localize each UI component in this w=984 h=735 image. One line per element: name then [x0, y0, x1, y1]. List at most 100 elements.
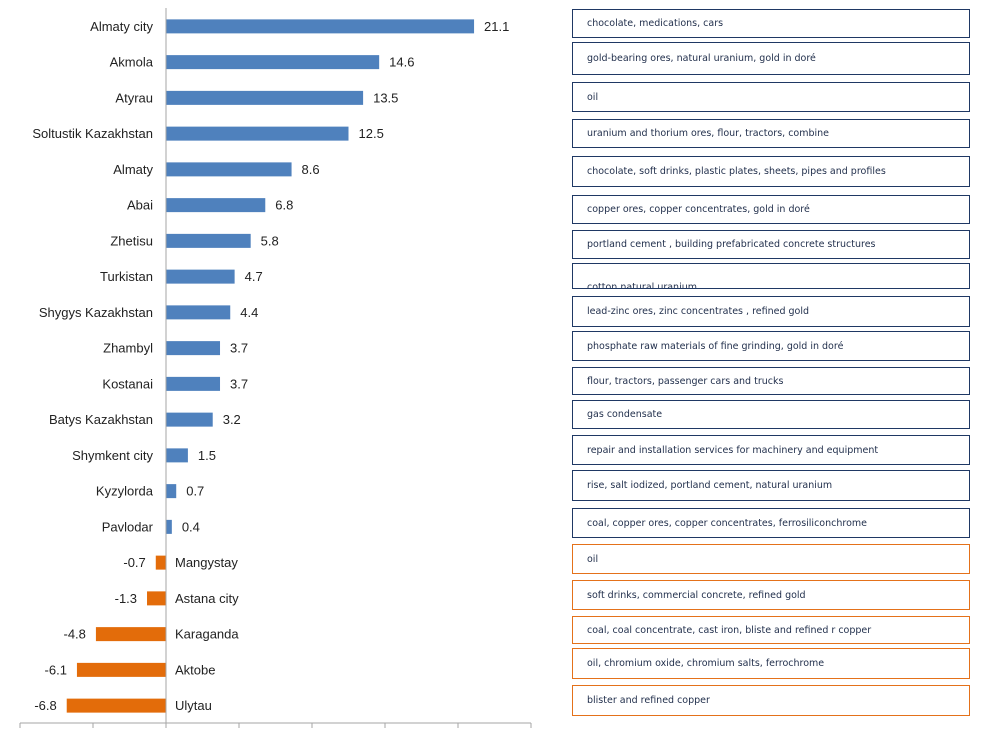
category-label: Aktobe — [175, 662, 215, 677]
annotation-box: coal, coal concentrate, cast iron, blist… — [572, 616, 970, 644]
category-label: Soltustik Kazakhstan — [32, 126, 153, 141]
bar — [166, 55, 380, 70]
annotation-text: soft drinks, commercial concrete, refine… — [587, 589, 806, 601]
category-label: Mangystay — [175, 555, 238, 570]
annotation-box: coal, copper ores, copper concentrates, … — [572, 508, 970, 538]
annotation-text: uranium and thorium ores, flour, tractor… — [587, 128, 830, 139]
category-label: Shymkent city — [72, 448, 153, 463]
annotation-box: uranium and thorium ores, flour, tractor… — [572, 119, 970, 148]
annotation-box: lead-zinc ores, zinc concentrates , refi… — [572, 296, 970, 327]
bar — [166, 19, 475, 34]
category-label: Turkistan — [100, 269, 153, 284]
value-label: 0.7 — [186, 484, 204, 499]
value-label: -1.3 — [115, 591, 137, 606]
category-label: Shygys Kazakhstan — [39, 305, 153, 320]
annotation-box: chocolate, soft drinks, plastic plates, … — [572, 156, 970, 187]
bar — [166, 305, 231, 320]
category-label: Pavlodar — [102, 519, 154, 534]
bar — [166, 233, 251, 248]
value-label: 4.7 — [245, 269, 263, 284]
value-label: 8.6 — [302, 162, 320, 177]
bar — [166, 162, 292, 177]
bar — [66, 698, 166, 713]
annotation-text: cotton natural uranium — [587, 282, 697, 289]
bar — [166, 484, 177, 499]
annotation-text: chocolate, medications, cars — [587, 18, 724, 29]
value-label: 0.4 — [182, 519, 200, 534]
value-label: 21.1 — [484, 19, 509, 34]
annotation-box: repair and installation services for mac… — [572, 435, 970, 465]
category-label: Almaty city — [90, 19, 153, 34]
value-label: 6.8 — [275, 198, 293, 213]
value-label: -0.7 — [123, 555, 145, 570]
annotation-text: oil — [587, 91, 599, 103]
annotation-text: coal, copper ores, copper concentrates, … — [587, 517, 867, 529]
annotation-text: chocolate, soft drinks, plastic plates, … — [587, 166, 886, 177]
value-label: 3.2 — [223, 412, 241, 427]
bar — [166, 376, 221, 391]
value-label: 14.6 — [389, 55, 414, 70]
annotation-text: portland cement , building prefabricated… — [587, 239, 876, 250]
annotation-text: repair and installation services for mac… — [587, 444, 879, 456]
value-label: 13.5 — [373, 90, 398, 105]
bar — [166, 448, 188, 463]
bar — [166, 198, 266, 213]
bar — [166, 90, 364, 105]
annotation-box: oil, chromium oxide, chromium salts, fer… — [572, 648, 970, 679]
value-label: 3.7 — [230, 376, 248, 391]
category-label: Karaganda — [175, 627, 239, 642]
bar — [166, 126, 349, 141]
value-label: 12.5 — [359, 126, 384, 141]
annotation-box: portland cement , building prefabricated… — [572, 230, 970, 259]
category-label: Batys Kazakhstan — [49, 412, 153, 427]
bar — [95, 627, 166, 642]
value-label: -6.1 — [45, 662, 67, 677]
value-label: -6.8 — [34, 698, 56, 713]
bar — [166, 519, 172, 534]
annotation-text: blister and refined copper — [587, 695, 710, 706]
annotation-box: copper ores, copper concentrates, gold i… — [572, 195, 970, 224]
category-label: Kostanai — [102, 376, 153, 391]
category-label: Ulytau — [175, 698, 212, 713]
annotation-box: flour, tractors, passenger cars and truc… — [572, 367, 970, 395]
category-label: Zhambyl — [103, 341, 153, 356]
annotation-box: blister and refined copper — [572, 685, 970, 716]
annotation-text: oil, chromium oxide, chromium salts, fer… — [587, 658, 825, 669]
value-label: 5.8 — [261, 233, 279, 248]
annotation-box: phosphate raw materials of fine grinding… — [572, 331, 970, 361]
bar — [166, 341, 221, 356]
annotation-text: rise, salt iodized, portland cement, nat… — [587, 480, 833, 491]
annotation-text: phosphate raw materials of fine grinding… — [587, 340, 844, 352]
annotation-box: chocolate, medications, cars — [572, 9, 970, 38]
category-label: Almaty — [113, 162, 153, 177]
annotation-box: gas condensate — [572, 400, 970, 429]
value-label: 1.5 — [198, 448, 216, 463]
bar — [166, 412, 213, 427]
annotation-box: soft drinks, commercial concrete, refine… — [572, 580, 970, 610]
category-label: Abai — [127, 198, 153, 213]
category-label: Kyzylorda — [96, 484, 154, 499]
category-label: Atyrau — [115, 90, 153, 105]
bar — [147, 591, 166, 606]
category-label: Astana city — [175, 591, 239, 606]
category-label: Zhetisu — [110, 233, 153, 248]
annotation-text: lead-zinc ores, zinc concentrates , refi… — [587, 306, 810, 317]
bar — [155, 555, 166, 570]
category-label: Akmola — [110, 55, 154, 70]
value-label: 4.4 — [240, 305, 258, 320]
annotation-text: flour, tractors, passenger cars and truc… — [587, 375, 784, 387]
value-label: -4.8 — [64, 627, 86, 642]
annotation-text: oil — [587, 553, 599, 565]
annotation-box: oil — [572, 82, 970, 112]
annotation-box: gold-bearing ores, natural uranium, gold… — [572, 42, 970, 75]
value-label: 3.7 — [230, 341, 248, 356]
bar — [76, 662, 166, 677]
annotation-text: coal, coal concentrate, cast iron, blist… — [587, 624, 872, 636]
annotation-box: cotton natural uranium — [572, 263, 970, 289]
annotation-text: gas condensate — [587, 409, 663, 420]
annotation-text: copper ores, copper concentrates, gold i… — [587, 204, 810, 215]
annotation-box: oil — [572, 544, 970, 574]
annotation-box: rise, salt iodized, portland cement, nat… — [572, 470, 970, 501]
bar — [166, 269, 235, 284]
bar-chart: Almaty city 21.1 Akmola 14.6 Atyrau 13.5 Soltu… — [19, 8, 532, 728]
